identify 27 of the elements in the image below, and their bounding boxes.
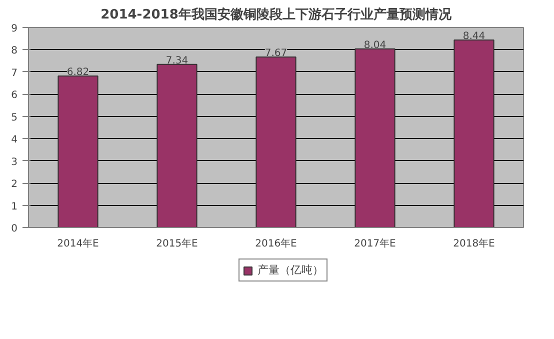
y-tick-label: 3	[11, 156, 18, 168]
x-tick-label: 2016年E	[255, 238, 297, 250]
data-label: 7.67	[264, 48, 288, 60]
x-tick-label: 2017年E	[354, 238, 396, 250]
bar	[156, 64, 198, 228]
bar	[58, 75, 98, 228]
y-tick-label: 8	[11, 46, 18, 57]
x-tick-label: 2015年E	[156, 238, 198, 250]
x-tick-label: 2018年E	[453, 238, 495, 250]
x-tick-label: 2014年E	[57, 238, 99, 250]
data-label: 6.82	[66, 66, 90, 78]
y-tick-label: 6	[11, 90, 18, 102]
data-label: 8.44	[462, 30, 486, 42]
bar	[354, 48, 396, 228]
legend-label: 产量（亿吨）	[258, 262, 324, 278]
y-tick-label: 7	[11, 68, 18, 79]
y-tick-label: 4	[11, 134, 18, 146]
y-tick-label: 1	[11, 201, 18, 212]
chart-title: 2014-2018年我国安徽铜陵段上下游石子行业产量预测情况	[100, 6, 452, 22]
y-tick-label: 0	[11, 224, 18, 234]
y-tick-label: 9	[11, 24, 18, 34]
y-tick-label: 5	[11, 112, 18, 124]
data-label: 8.04	[364, 40, 386, 51]
bar	[454, 39, 494, 228]
data-label: 7.34	[166, 55, 188, 66]
y-tick-label: 2	[11, 179, 18, 190]
bar	[256, 56, 296, 228]
